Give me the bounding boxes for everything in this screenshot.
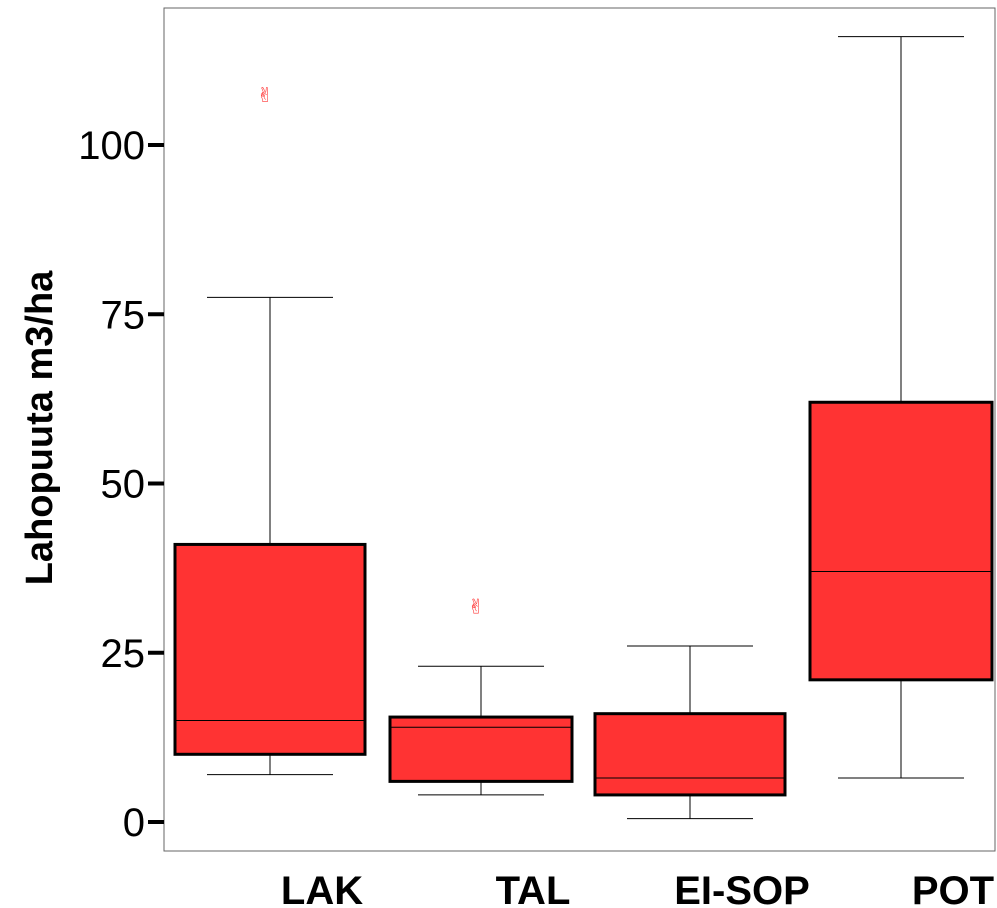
- box-body: [593, 712, 787, 797]
- x-axis: LAK TAL EI-SOP POT: [281, 869, 994, 908]
- boxes: ✌✌: [173, 36, 994, 820]
- x-tick-label: POT: [912, 869, 994, 908]
- outlier-point: ✌: [468, 594, 485, 618]
- box-tal: ✌: [388, 594, 574, 796]
- y-tick-label: 25: [101, 632, 146, 676]
- box-body: [388, 715, 574, 783]
- y-axis-label: Lahopuuta m3/ha: [19, 270, 61, 585]
- y-axis: 0 25 50 75 100: [78, 124, 164, 845]
- x-tick-label: EI-SOP: [674, 869, 810, 908]
- y-tick-label: 50: [101, 463, 146, 507]
- y-tick-label: 0: [123, 801, 145, 845]
- y-tick-label: 100: [78, 124, 145, 168]
- box-body: [808, 400, 994, 682]
- y-tick-label: 75: [101, 293, 146, 337]
- outlier-point: ✌: [257, 83, 274, 107]
- box-lak: ✌: [173, 83, 367, 776]
- plot-frame: [163, 7, 996, 852]
- box-body: [173, 542, 367, 756]
- x-tick-label: TAL: [496, 869, 571, 908]
- x-tick-label: LAK: [281, 869, 363, 908]
- box-ei-sop: [593, 645, 787, 820]
- box-pot: [808, 36, 994, 779]
